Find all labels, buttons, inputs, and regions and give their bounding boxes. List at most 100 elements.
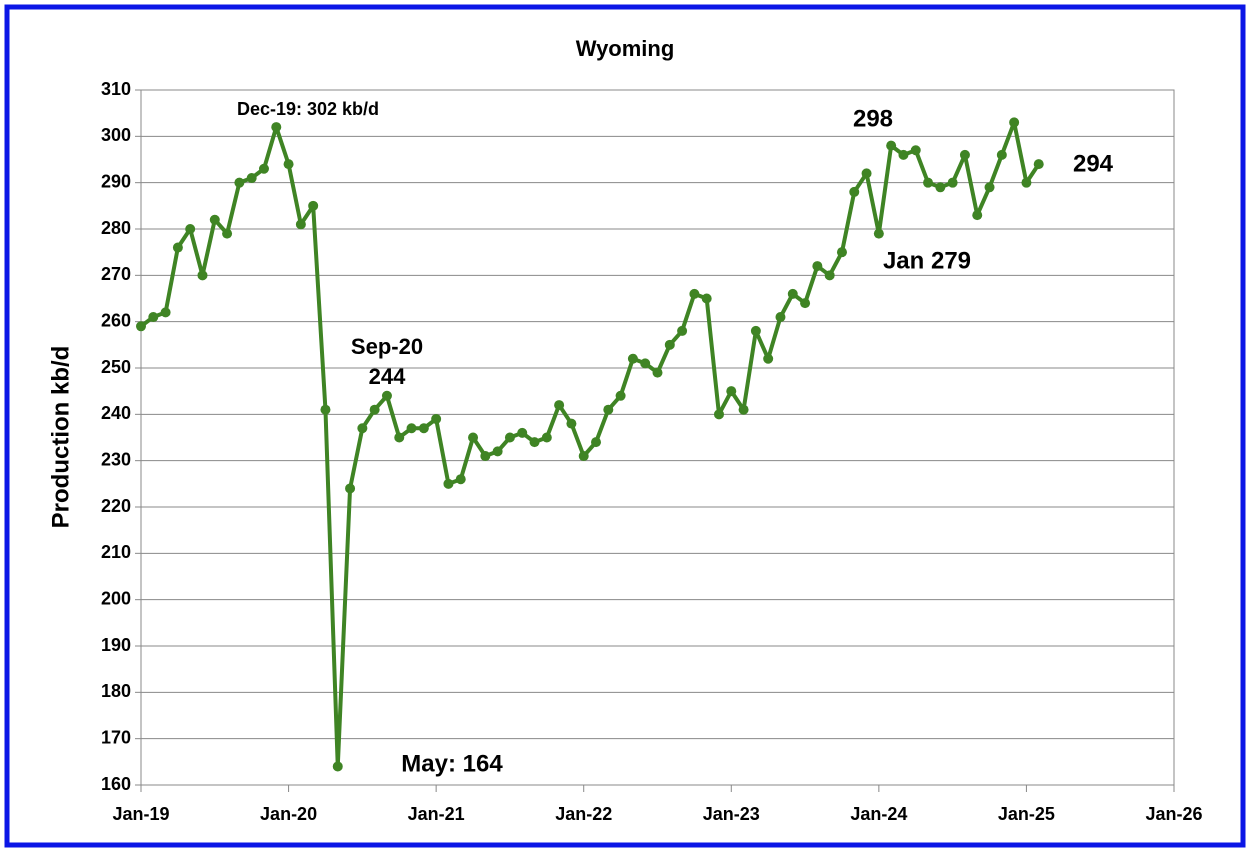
point (763, 353, 774, 364)
point (627, 353, 638, 364)
y-tick-label: 280 (101, 218, 131, 238)
plot-area (140, 89, 1175, 786)
point (258, 163, 269, 174)
point (1009, 117, 1020, 128)
point (529, 437, 540, 448)
point (664, 339, 675, 350)
y-tick-label: 160 (101, 774, 131, 794)
point (861, 168, 872, 179)
annotation: May: 164 (401, 750, 503, 777)
point (271, 122, 282, 133)
x-tick-label: Jan-22 (555, 804, 612, 824)
point (713, 409, 724, 420)
x-tick-label: Jan-19 (112, 804, 169, 824)
point (369, 404, 380, 415)
point (652, 367, 663, 378)
point (431, 413, 442, 424)
point (812, 261, 823, 272)
point (566, 418, 577, 429)
point (701, 293, 712, 304)
x-tick-label: Jan-23 (703, 804, 760, 824)
point (418, 423, 429, 434)
point (898, 149, 909, 160)
point (492, 446, 503, 457)
point (541, 432, 552, 443)
point (357, 423, 368, 434)
annotation: 298 (853, 105, 893, 132)
point (234, 177, 245, 188)
y-tick-label: 230 (101, 449, 131, 469)
x-tick-label: Jan-26 (1145, 804, 1202, 824)
point (923, 177, 934, 188)
point (283, 159, 294, 170)
point (1033, 159, 1044, 170)
point (750, 325, 761, 336)
y-tick-label: 190 (101, 635, 131, 655)
y-tick-label: 240 (101, 403, 131, 423)
point (972, 210, 983, 221)
y-tick-label: 220 (101, 496, 131, 516)
point (689, 288, 700, 299)
y-tick-label: 260 (101, 310, 131, 330)
point (222, 228, 233, 239)
annotation: 244 (369, 364, 406, 389)
point (873, 228, 884, 239)
y-tick-label: 180 (101, 681, 131, 701)
point (480, 451, 491, 462)
point (381, 390, 392, 401)
point (197, 270, 208, 281)
point (468, 432, 479, 443)
point (160, 307, 171, 318)
series-line (139, 120, 1041, 769)
point (824, 270, 835, 281)
x-tick-label: Jan-25 (998, 804, 1055, 824)
point (455, 474, 466, 485)
y-tick-label: 210 (101, 542, 131, 562)
point (148, 312, 159, 323)
point (394, 432, 405, 443)
point (677, 325, 688, 336)
x-tick-label: Jan-21 (408, 804, 465, 824)
point (984, 182, 995, 193)
x-tick-label: Jan-24 (850, 804, 907, 824)
point (947, 177, 958, 188)
point (185, 224, 196, 234)
point (320, 404, 331, 415)
point (578, 451, 589, 462)
point (836, 247, 847, 258)
point (738, 404, 749, 415)
point (935, 182, 946, 193)
point (136, 321, 146, 332)
y-tick-label: 310 (101, 79, 131, 99)
point (295, 219, 306, 230)
annotation: Sep-20 (351, 334, 423, 359)
point (406, 423, 417, 434)
annotation: 294 (1073, 150, 1114, 177)
point (787, 288, 798, 299)
point (308, 200, 319, 211)
point (910, 145, 921, 156)
point (996, 149, 1007, 160)
y-axis-label: Production kb/d (47, 346, 74, 529)
point (332, 761, 343, 772)
annotation: Dec-19: 302 kb/d (237, 99, 379, 119)
point (959, 149, 970, 160)
x-tick-label: Jan-20 (260, 804, 317, 824)
point (517, 427, 528, 438)
annotation: Jan 279 (883, 247, 971, 274)
y-tick-label: 290 (101, 171, 131, 191)
frame (4, 4, 1246, 848)
point (603, 404, 614, 415)
point (726, 386, 737, 397)
point (504, 432, 515, 443)
point (172, 242, 183, 253)
y-tick-label: 300 (101, 125, 131, 145)
point (554, 400, 565, 411)
point (1021, 177, 1032, 188)
point (775, 312, 786, 323)
chart-title: Wyoming (576, 36, 675, 61)
point (591, 437, 602, 448)
point (443, 478, 454, 489)
point (246, 173, 257, 184)
